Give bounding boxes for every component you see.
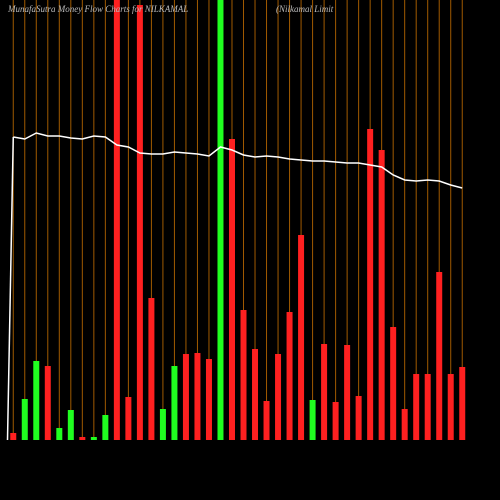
bar xyxy=(182,354,189,440)
bar xyxy=(240,310,247,440)
bar xyxy=(90,437,97,440)
bar xyxy=(355,396,362,440)
bar xyxy=(344,345,351,440)
bar xyxy=(275,354,282,440)
bar xyxy=(79,437,86,440)
bar xyxy=(21,399,28,440)
bar xyxy=(102,415,109,440)
line-start xyxy=(6,136,15,441)
bar xyxy=(459,367,466,440)
bar xyxy=(33,361,40,440)
bar xyxy=(159,409,166,440)
bar xyxy=(309,400,316,440)
line-group xyxy=(6,132,463,441)
bar xyxy=(67,410,74,440)
bar xyxy=(367,129,374,440)
bar xyxy=(378,150,385,440)
bar xyxy=(228,139,235,440)
chart-title: MunafaSutra Money Flow Charts for NILKAM… xyxy=(7,4,188,14)
bar xyxy=(56,428,63,440)
bar xyxy=(125,397,132,440)
chart-subtitle: (Nilkamal Limit xyxy=(276,4,334,14)
bar xyxy=(194,353,201,440)
bar xyxy=(286,312,293,440)
bar xyxy=(217,0,224,440)
bar xyxy=(136,5,143,440)
bar xyxy=(113,0,120,440)
bar xyxy=(332,402,339,440)
bar xyxy=(263,401,270,440)
bar xyxy=(252,349,259,440)
bar xyxy=(148,298,155,440)
bar xyxy=(298,235,305,440)
money-flow-line xyxy=(13,132,463,189)
bar xyxy=(413,374,420,440)
bar xyxy=(171,366,178,440)
bar xyxy=(424,374,431,440)
bar xyxy=(390,327,397,440)
bar xyxy=(44,366,51,440)
bar xyxy=(321,344,328,440)
bar xyxy=(447,374,454,440)
bars xyxy=(10,0,466,440)
bar xyxy=(10,433,17,440)
bar xyxy=(401,409,408,440)
bar xyxy=(436,272,443,440)
bar xyxy=(205,359,212,440)
